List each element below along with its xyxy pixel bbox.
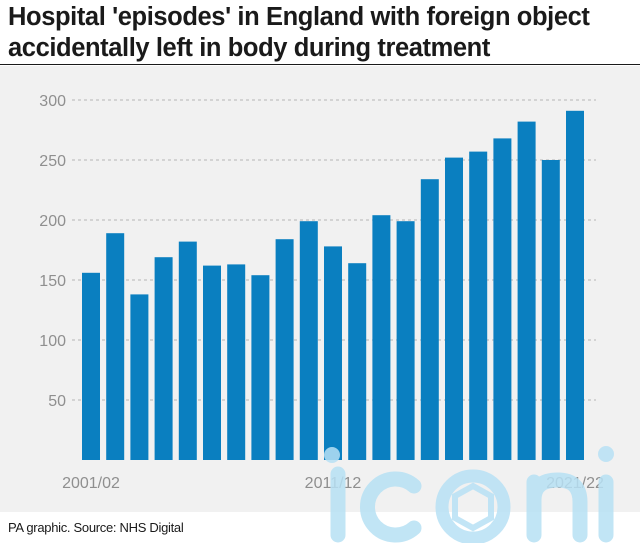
y-tick-label: 200 xyxy=(39,213,66,230)
bar xyxy=(82,272,100,460)
y-tick-label: 150 xyxy=(39,273,66,290)
bar xyxy=(154,257,173,460)
y-axis-ticks: 50 100 150 200 250 300 xyxy=(39,93,66,410)
title-divider xyxy=(0,64,640,65)
bar xyxy=(275,239,294,460)
source-note: PA graphic. Source: NHS Digital xyxy=(8,520,184,535)
y-tick-label: 300 xyxy=(39,93,66,110)
bar xyxy=(251,275,270,460)
bar xyxy=(348,263,367,460)
bar xyxy=(227,264,246,460)
bar xyxy=(469,151,488,460)
bar xyxy=(396,221,415,460)
y-tick-label: 50 xyxy=(48,393,66,410)
bar xyxy=(517,121,536,460)
bar xyxy=(372,215,391,460)
bar xyxy=(299,221,318,460)
bar xyxy=(130,294,149,460)
x-tick-label: 2001/02 xyxy=(62,475,120,492)
chart-area: 50 100 150 200 250 300 2001/02 2011/12 2021/22 xyxy=(0,66,640,512)
y-tick-label: 100 xyxy=(39,333,66,350)
bar xyxy=(445,157,463,460)
bar xyxy=(420,179,439,460)
bar xyxy=(203,265,221,460)
bar xyxy=(106,233,125,460)
bar xyxy=(566,110,584,461)
chart-title: Hospital 'episodes' in England with fore… xyxy=(8,3,590,62)
x-axis-ticks: 2001/02 2011/12 2021/22 xyxy=(62,475,604,492)
y-tick-label: 250 xyxy=(39,153,66,170)
x-tick-label: 2011/12 xyxy=(305,475,362,492)
bar xyxy=(541,160,560,460)
bar xyxy=(178,241,197,460)
bar xyxy=(493,138,512,460)
bar xyxy=(324,246,342,460)
x-tick-label: 2021/22 xyxy=(546,475,604,492)
bars xyxy=(82,110,584,461)
bar-chart: 50 100 150 200 250 300 2001/02 2011/12 2021/22 xyxy=(39,93,604,492)
